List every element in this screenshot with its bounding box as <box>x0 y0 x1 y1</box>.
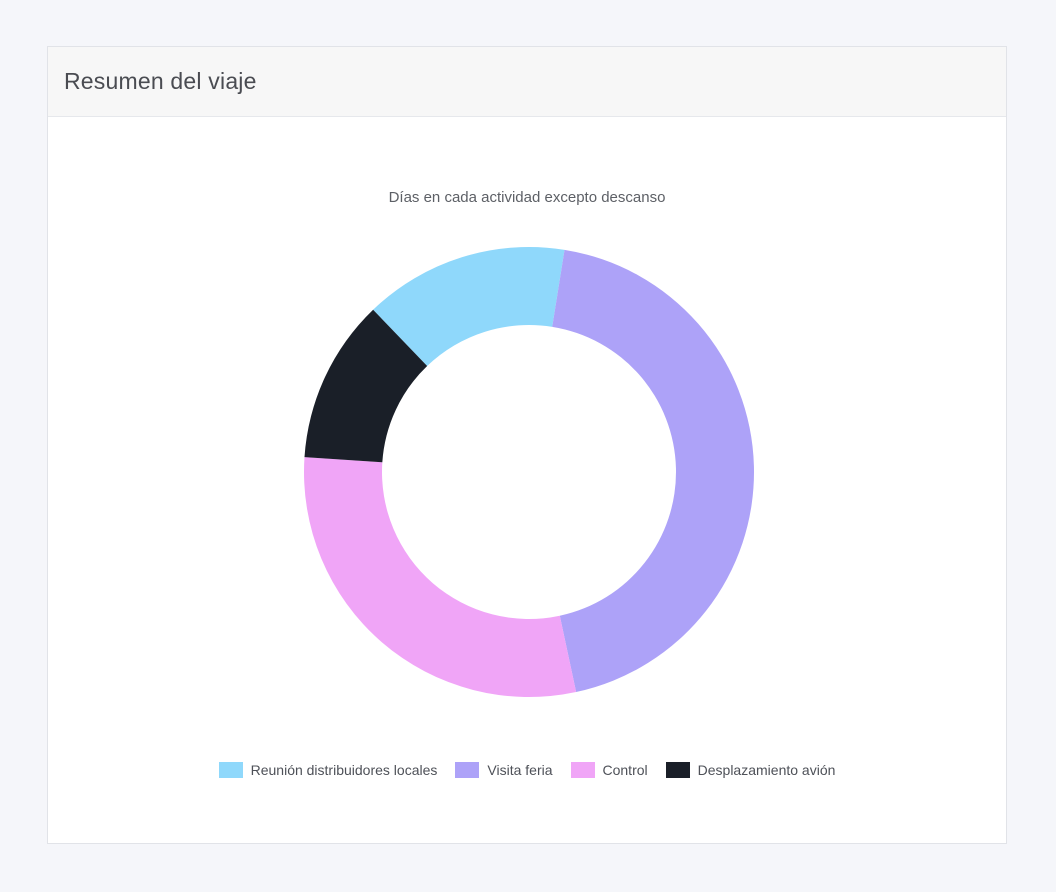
legend-label: Desplazamiento avión <box>697 762 836 778</box>
legend-swatch <box>665 762 690 778</box>
legend-label: Reunión distribuidores locales <box>250 762 438 778</box>
legend-item[interactable]: Reunión distribuidores locales <box>218 762 438 778</box>
donut-chart-svg <box>304 246 754 697</box>
trip-summary-card: Resumen del viaje Días en cada actividad… <box>47 46 1007 844</box>
card-title: Resumen del viaje <box>64 68 257 94</box>
legend-label: Control <box>602 762 648 778</box>
legend-item[interactable]: Control <box>570 762 648 778</box>
donut-slice-1[interactable] <box>373 246 565 366</box>
donut-chart: Días en cada actividad excepto descanso … <box>48 118 1006 843</box>
legend-swatch <box>570 762 595 778</box>
legend-swatch <box>455 762 480 778</box>
chart-legend: Reunión distribuidores locales Visita fer… <box>48 762 1006 778</box>
legend-item[interactable]: Visita feria <box>455 762 553 778</box>
donut-slice-3[interactable] <box>304 457 577 697</box>
donut-slice-2[interactable] <box>552 249 754 693</box>
donut-slice-4[interactable] <box>304 309 428 463</box>
card-header: Resumen del viaje <box>48 47 1006 117</box>
legend-label: Visita feria <box>487 762 553 778</box>
legend-item[interactable]: Desplazamiento avión <box>665 762 836 778</box>
chart-title: Días en cada actividad excepto descanso <box>388 189 666 206</box>
legend-swatch <box>218 762 243 778</box>
